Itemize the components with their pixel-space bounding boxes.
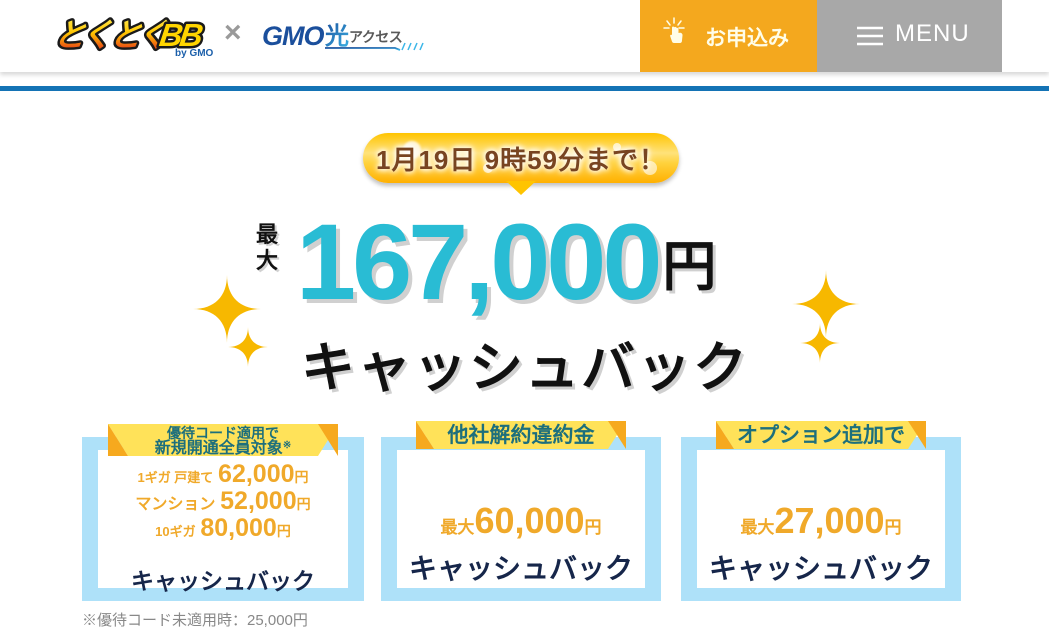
svg-text:優待コード適用で: 優待コード適用で <box>166 425 279 441</box>
svg-text:光: 光 <box>324 23 349 50</box>
svg-text:新規開通全員対象※: 新規開通全員対象※ <box>155 438 291 457</box>
svg-text:オプション追加で: オプション追加で <box>737 423 905 447</box>
svg-text:他社解約違約金: 他社解約違約金 <box>447 423 596 447</box>
svg-text:とくとく: とくとく <box>55 17 170 53</box>
svg-text:アクセス: アクセス <box>349 29 402 45</box>
svg-text:GMO: GMO <box>262 21 324 51</box>
